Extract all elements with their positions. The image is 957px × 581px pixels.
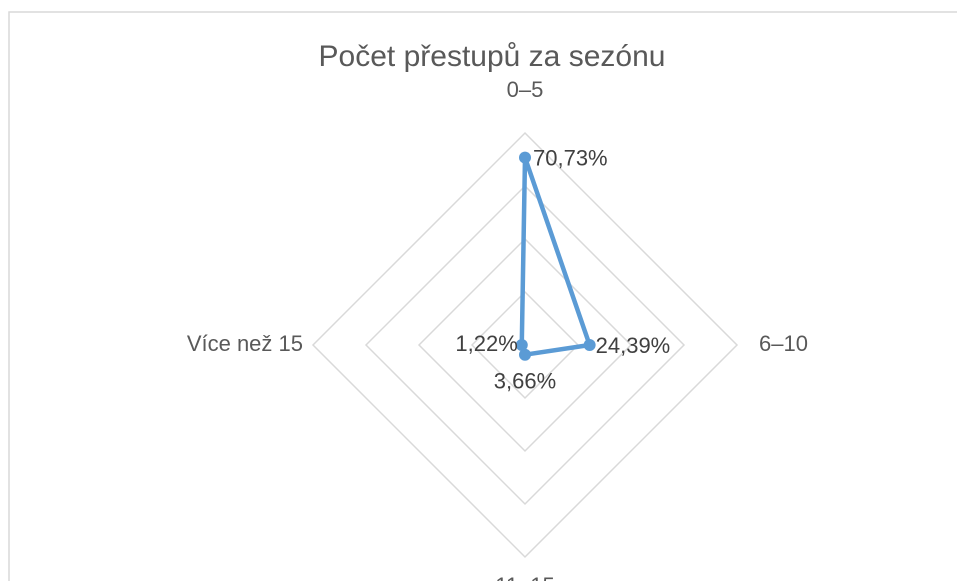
chart-border [8, 11, 957, 581]
grid-ring [470, 290, 580, 400]
grid-ring [364, 184, 686, 506]
data-point [583, 339, 596, 351]
data-point [515, 339, 528, 351]
data-point [519, 348, 531, 361]
category-label: 0–5 [507, 77, 544, 102]
grid-ring [311, 131, 739, 559]
data-label: 3,66% [494, 369, 556, 394]
data-label: 70,73% [533, 145, 608, 170]
chart-title: Počet přestupů za sezónu [319, 40, 666, 73]
data-point [519, 151, 531, 164]
data-label: 24,39% [596, 333, 671, 358]
data-label: 1,22% [455, 331, 517, 356]
category-label: 6–10 [759, 331, 808, 356]
grid-ring [417, 237, 633, 453]
category-label: 11–15 [495, 573, 555, 581]
category-label: Více než 15 [187, 331, 303, 356]
